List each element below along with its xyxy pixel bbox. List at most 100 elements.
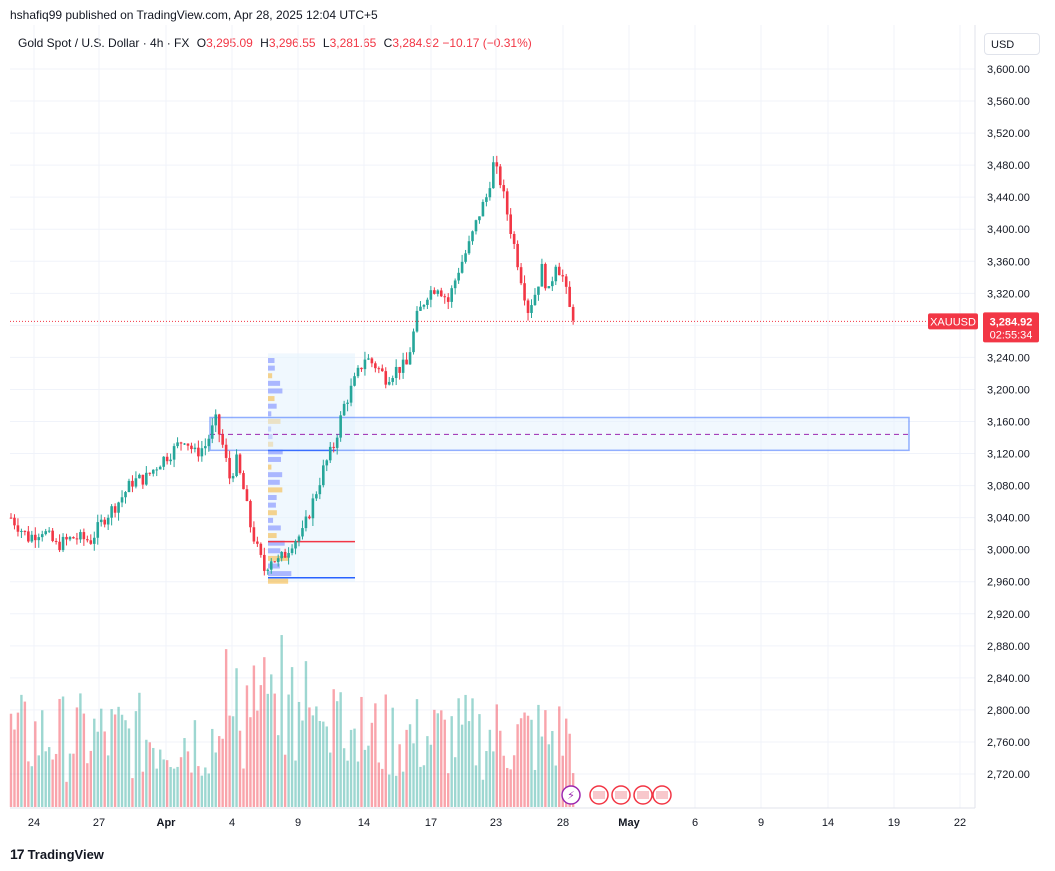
- candle-body: [544, 263, 547, 289]
- candle-body: [512, 233, 516, 244]
- volume-bar: [221, 738, 224, 807]
- close-value: 3,284.92: [392, 36, 440, 50]
- candle-body: [197, 447, 200, 457]
- profile-bin: [268, 495, 277, 501]
- volume-bar: [474, 765, 478, 807]
- time-tick-label: 27: [93, 817, 105, 829]
- candle-body: [276, 558, 280, 563]
- volume-bar: [405, 729, 408, 807]
- candle-body: [485, 197, 488, 202]
- profile-bin: [268, 517, 274, 523]
- candle-body: [325, 460, 329, 466]
- candle-body: [339, 415, 342, 438]
- volume-bar: [34, 721, 37, 807]
- volume-bar: [186, 751, 190, 807]
- symbol-title[interactable]: Gold Spot / U.S. Dollar · 4h · FX: [18, 36, 190, 50]
- candle-body: [162, 456, 165, 467]
- volume-bar: [325, 726, 328, 807]
- volume-bar: [61, 696, 65, 807]
- volume-bar: [106, 755, 110, 807]
- profile-bin: [268, 456, 281, 462]
- candle-body: [422, 305, 426, 307]
- volume-bar: [381, 768, 384, 807]
- volume-bar: [412, 743, 415, 807]
- volume-bar: [58, 698, 61, 807]
- time-tick-label: 19: [888, 817, 900, 829]
- candle-body: [464, 253, 467, 262]
- volume-bar: [565, 718, 568, 807]
- volume-bar: [190, 772, 193, 807]
- candle-body: [502, 185, 506, 192]
- candle-body: [564, 276, 568, 287]
- time-tick-label: 9: [295, 817, 301, 829]
- volume-bar: [464, 694, 467, 807]
- volume-bar: [245, 685, 249, 807]
- profile-bin: [268, 540, 285, 546]
- candle-body: [360, 367, 363, 370]
- volume-bar: [551, 731, 554, 807]
- symbol-tag: [928, 313, 978, 330]
- volume-bar: [311, 715, 315, 807]
- candle-body: [433, 290, 436, 294]
- volume-bar: [207, 773, 210, 807]
- candle-body: [68, 537, 72, 540]
- volume-bar: [259, 685, 263, 807]
- candle-body: [374, 363, 377, 369]
- profile-bin: [268, 571, 292, 577]
- candle-body: [269, 561, 273, 570]
- candle-body: [457, 272, 460, 281]
- candle-body: [127, 480, 131, 493]
- candle-body: [551, 281, 554, 287]
- volume-bar: [68, 753, 72, 807]
- profile-bin: [268, 373, 273, 379]
- candle-body: [426, 299, 429, 306]
- symbol-tag-label: XAUUSD: [930, 316, 976, 328]
- profile-bin: [268, 365, 275, 371]
- candle-body: [134, 478, 138, 487]
- candle-body: [82, 532, 86, 540]
- candle-body: [467, 241, 471, 254]
- volume-bar: [568, 733, 571, 807]
- volume-bar: [242, 768, 245, 807]
- price-tick-label: 2,720.00: [987, 769, 1030, 781]
- volume-bar: [526, 715, 530, 807]
- candle-body: [342, 403, 346, 416]
- tradingview-brand[interactable]: 17 TradingView: [10, 846, 104, 862]
- volume-bars: [9, 635, 575, 807]
- candle-body: [474, 220, 478, 232]
- candle-body: [259, 543, 263, 555]
- candle-body: [405, 359, 408, 365]
- volume-bar: [322, 721, 325, 807]
- volume-bar: [339, 692, 342, 807]
- candle-body: [120, 497, 124, 503]
- candle-body: [207, 438, 211, 447]
- candle-body: [436, 290, 440, 294]
- volume-bar: [457, 698, 460, 807]
- volume-bar: [318, 720, 322, 807]
- volume-bar: [134, 711, 138, 807]
- currency-selector[interactable]: USD: [984, 33, 1040, 55]
- volume-bar: [495, 704, 498, 807]
- candle-body: [228, 457, 231, 479]
- price-tag-value: 3,284.92: [990, 316, 1033, 328]
- candle-body: [23, 530, 27, 532]
- volume-bar: [179, 757, 183, 807]
- candle-body: [332, 446, 336, 448]
- profile-bin: [268, 578, 289, 584]
- candle-body: [328, 446, 332, 461]
- lightning-icon: [561, 785, 581, 805]
- volume-bar: [540, 736, 544, 807]
- candle-body: [568, 286, 571, 307]
- candle-body: [20, 530, 23, 532]
- volume-bar: [377, 762, 381, 807]
- time-tick-label: 28: [557, 817, 569, 829]
- candle-body: [273, 561, 277, 563]
- candle-body: [145, 472, 148, 485]
- volume-bar: [124, 720, 127, 807]
- profile-bin: [268, 487, 283, 493]
- time-tick-label: Apr: [157, 817, 177, 829]
- candle-body: [450, 288, 453, 302]
- candle-body: [210, 425, 214, 439]
- low-value: 3,281.65: [329, 36, 377, 50]
